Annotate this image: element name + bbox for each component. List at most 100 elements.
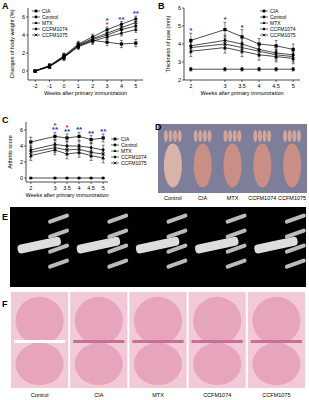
point: [34, 69, 37, 72]
photo: [158, 124, 307, 193]
tissue: [134, 343, 182, 385]
phalanx: [225, 213, 247, 224]
panel-letter: A: [2, 1, 9, 11]
x-tick-label: 0: [62, 83, 65, 89]
x-tick-label: 3.5: [63, 185, 71, 191]
x-tick: [78, 80, 79, 82]
paw: [224, 143, 242, 187]
legend: CIAControlMTXCCFM1074CCFM1075: [111, 136, 147, 166]
significance-mark: **: [133, 9, 140, 18]
point: [275, 44, 278, 47]
y-axis-label: Arthritis score: [7, 135, 13, 169]
error-bar: [77, 41, 80, 46]
error-bar: [77, 42, 80, 47]
caption: Control: [31, 392, 49, 398]
panel-letter: F: [2, 299, 8, 309]
x-axis: [28, 80, 143, 81]
legend-marker: [114, 138, 117, 141]
legend-marker: [263, 34, 266, 37]
phalanx: [48, 213, 70, 224]
point: [275, 53, 278, 56]
toe: [198, 130, 202, 142]
legend-line: [32, 11, 40, 12]
point: [240, 46, 243, 49]
point: [292, 55, 295, 58]
caption: CIA: [198, 195, 208, 201]
y-tick: [182, 26, 184, 27]
error-bar: [66, 145, 69, 155]
x-tick: [49, 80, 50, 82]
point: [91, 37, 94, 40]
y-tick: [182, 62, 184, 63]
x-tick: [276, 80, 277, 82]
y-tick-label: 4: [22, 32, 25, 38]
error-bar: [292, 51, 295, 62]
chart-panel: C0246233.544.55Weeks after primary immun…: [2, 115, 147, 198]
toe: [178, 130, 182, 142]
phalanx: [107, 228, 129, 239]
x-tick: [242, 80, 243, 82]
toe: [288, 130, 292, 142]
y-tick: [182, 44, 184, 45]
panel-letter: E: [2, 212, 8, 222]
tissue: [75, 343, 123, 385]
series-line: [35, 26, 136, 71]
error-bar: [78, 144, 81, 154]
significance-mark: *: [240, 23, 244, 32]
x-tick: [91, 182, 92, 184]
legend-line: [260, 17, 268, 18]
joint-space: [14, 340, 65, 343]
paw: [253, 143, 271, 187]
x-tick-label: 5: [292, 83, 295, 89]
tissue: [75, 297, 123, 345]
point: [65, 136, 68, 139]
toe: [292, 130, 296, 142]
error-bar: [91, 36, 94, 41]
phalanx: [166, 243, 188, 254]
joint-space: [73, 340, 124, 343]
paw: [164, 143, 182, 187]
caption: MTX: [227, 195, 239, 201]
point: [102, 152, 105, 155]
legend-marker: [263, 10, 266, 13]
error-bar: [258, 67, 261, 71]
point: [90, 138, 93, 141]
error-bar: [134, 20, 137, 25]
toe: [173, 130, 177, 142]
phalanx: [166, 258, 188, 269]
y-axis: [28, 8, 29, 80]
y-tick: [26, 17, 28, 18]
histology: [189, 292, 246, 388]
histology: [11, 292, 68, 388]
toe: [267, 130, 271, 142]
y-tick-label: 4: [178, 41, 181, 47]
x-tick-label: 2: [189, 83, 192, 89]
x-tick-label: 4: [120, 83, 123, 89]
phalanx: [48, 228, 70, 239]
error-bar: [53, 143, 56, 153]
y-tick: [24, 178, 26, 179]
x-axis-label: Weeks after primary immunization: [44, 90, 127, 96]
toe: [224, 130, 228, 142]
chart-panel: B23456233.544.55Weeks after primary immu…: [158, 1, 300, 96]
y-tick-label: 2: [22, 50, 25, 56]
significance-mark: **: [118, 15, 125, 24]
phalanx: [48, 243, 70, 254]
point: [90, 151, 93, 154]
error-bar: [241, 42, 244, 53]
y-tick: [182, 8, 184, 9]
caption: Control: [164, 195, 182, 201]
y-tick: [182, 80, 184, 81]
ct-image: [10, 207, 306, 287]
error-bar: [77, 43, 80, 48]
legend-marker: [35, 34, 38, 37]
x-tick: [35, 80, 36, 82]
legend-label: CCFM1075: [42, 32, 68, 38]
x-tick-label: 1: [77, 83, 80, 89]
x-tick: [190, 80, 191, 82]
point: [77, 135, 80, 138]
significance-mark: **: [76, 125, 83, 134]
error-bar: [77, 43, 80, 48]
legend-marker: [114, 155, 117, 158]
y-tick-label: 0: [20, 175, 23, 181]
